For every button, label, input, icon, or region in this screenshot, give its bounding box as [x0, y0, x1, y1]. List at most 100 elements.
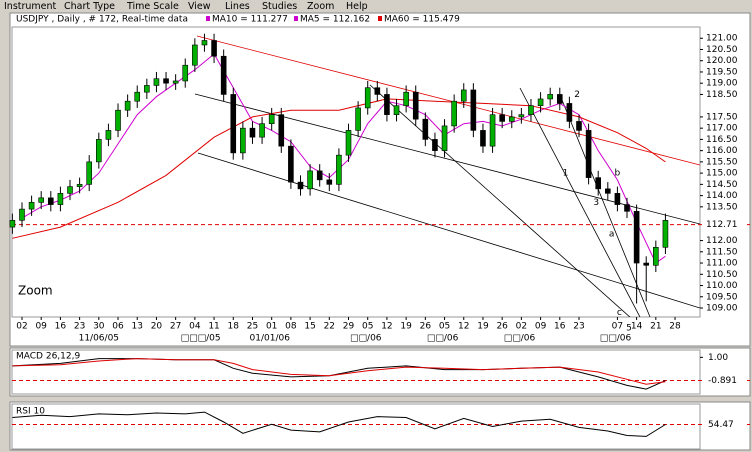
candle-body [192, 44, 198, 66]
candle-body [76, 184, 83, 187]
candle-body [230, 94, 237, 154]
candle-body [57, 193, 64, 205]
candle-body [288, 145, 294, 183]
candle-body [326, 179, 333, 185]
trendline [369, 84, 631, 317]
y-tick-label: 119.00 [706, 79, 738, 89]
y-tick-label: 117.00 [706, 124, 738, 134]
candle-body [441, 125, 448, 151]
x-tick-label: 04 [189, 322, 201, 332]
trendline [559, 94, 651, 317]
candle-body [355, 107, 361, 131]
annotation: 5 [626, 324, 632, 334]
candle-body [403, 91, 409, 106]
y-tick-label: 119.50 [706, 67, 738, 77]
menu-item[interactable]: Time Scale [126, 1, 179, 12]
annotation: c [617, 308, 622, 318]
x-tick-label: 30 [93, 322, 105, 332]
candle-body [460, 89, 467, 102]
candle-body [653, 247, 659, 266]
candle-body [19, 208, 25, 221]
legend-swatch [378, 16, 382, 21]
candle-body [163, 78, 169, 84]
y-tick-label: -0.891 [708, 376, 737, 386]
candle-body [518, 114, 525, 118]
y-tick-label: 116.50 [706, 135, 738, 145]
x-tick-label: 12 [381, 322, 392, 332]
x-tick-label: 13 [132, 322, 143, 332]
candle-body [153, 78, 160, 86]
candle-body [86, 161, 93, 185]
candle-body [547, 94, 553, 100]
candle-body [489, 114, 496, 147]
candle-body [28, 202, 35, 210]
annotation: d [634, 236, 640, 246]
y-tick-label: 116.00 [706, 146, 738, 156]
legend-label: MA60 = 115.479 [384, 15, 460, 25]
y-tick-label: 114.00 [706, 191, 738, 201]
candle-body [96, 139, 102, 163]
candle-body [240, 127, 246, 154]
candle-body [144, 85, 150, 93]
macd-panel [9, 347, 751, 397]
candle-body [614, 193, 621, 205]
x-tick-label: 05 [439, 322, 450, 332]
plot-frame [11, 26, 701, 318]
macd-frame [11, 349, 701, 395]
x-tick-label: 16 [55, 322, 67, 332]
candle-body [499, 114, 505, 122]
candle-body [624, 204, 630, 212]
trendline [197, 152, 700, 309]
x-tick-label: 23 [74, 322, 85, 332]
candle-body [412, 91, 419, 120]
macd-title: MACD 26,12,9 [16, 352, 80, 362]
menu-item[interactable]: Studies [262, 1, 297, 12]
month-label: 01/01/06 [250, 334, 291, 344]
x-tick-label: 11 [208, 322, 219, 332]
candle-body [278, 114, 285, 147]
month-label: 11/06/05 [79, 334, 119, 344]
menu-item[interactable]: Chart Type [64, 1, 115, 12]
x-tick-label: 09 [535, 322, 547, 332]
x-tick-label: 27 [170, 322, 181, 332]
y-tick-label: 111.00 [706, 259, 738, 269]
candle-body [374, 87, 381, 95]
candle-body [182, 64, 189, 82]
menu-item[interactable]: Instrument [4, 1, 57, 12]
main-panel [9, 12, 751, 347]
month-label: □□/06 [427, 334, 459, 344]
y-tick-label: 114.50 [706, 180, 738, 190]
annotation: b [615, 169, 621, 179]
zoom-label: Zoom [18, 284, 53, 298]
legend-label: MA10 = 111.277 [212, 15, 288, 25]
candle-body [67, 186, 73, 194]
candle-body [605, 188, 611, 194]
x-tick-label: 12 [458, 322, 469, 332]
candle-body [585, 130, 592, 178]
y-tick-label: 1.00 [708, 353, 728, 363]
tick-label-bg [704, 419, 746, 430]
series-line [12, 358, 666, 385]
rsi-title: RSI 10 [16, 407, 45, 417]
y-tick-label: 120.50 [706, 45, 738, 55]
candle-body [384, 94, 390, 115]
candle-body [134, 91, 141, 102]
menu-item[interactable]: View [188, 1, 211, 12]
x-tick-label: 19 [477, 322, 489, 332]
series-line [12, 98, 666, 239]
y-tick-label: 54.47 [708, 420, 734, 430]
x-tick-label: 16 [554, 322, 566, 332]
month-label: □□□/05 [181, 334, 221, 344]
candle-body [508, 116, 515, 122]
y-tick-label: 112.00 [706, 236, 738, 246]
x-tick-label: 20 [151, 322, 163, 332]
candle-body [268, 114, 275, 124]
month-label: □□/06 [350, 334, 382, 344]
menu-item[interactable]: Help [346, 1, 368, 12]
menu-item[interactable]: Lines [225, 1, 250, 12]
y-tick-label: 118.50 [706, 90, 738, 100]
series-line [12, 411, 666, 437]
menu-item[interactable]: Zoom [307, 1, 334, 12]
